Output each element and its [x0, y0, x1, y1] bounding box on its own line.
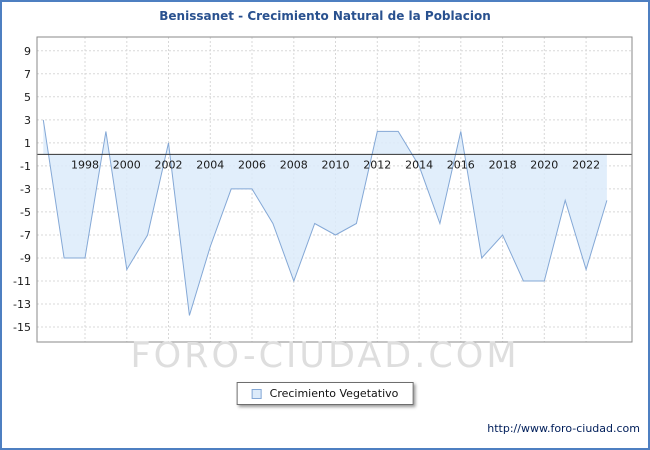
svg-text:-11: -11: [13, 275, 31, 288]
svg-text:-1: -1: [20, 160, 31, 173]
svg-text:2014: 2014: [405, 158, 433, 171]
area-chart: 9 7 5 3 1 -1 -3 -5 -7 -9 -11 -13 -15 1998 2000 2002 2004…: [13, 36, 633, 343]
svg-text:2016: 2016: [447, 158, 475, 171]
legend-label: Crecimiento Vegetativo: [269, 387, 399, 400]
legend: Crecimiento Vegetativo: [236, 382, 414, 405]
svg-text:-15: -15: [13, 321, 31, 334]
svg-text:2004: 2004: [196, 158, 224, 171]
svg-text:2022: 2022: [572, 158, 600, 171]
svg-text:-13: -13: [13, 298, 31, 311]
svg-text:2012: 2012: [363, 158, 391, 171]
svg-text:2018: 2018: [489, 158, 517, 171]
svg-text:2008: 2008: [280, 158, 308, 171]
watermark: FORO-CIUDAD.COM: [130, 336, 520, 376]
svg-text:1998: 1998: [71, 158, 99, 171]
svg-text:1: 1: [24, 137, 31, 150]
svg-text:5: 5: [24, 91, 31, 104]
chart-title: Benissanet - Crecimiento Natural de la P…: [159, 9, 491, 23]
svg-text:-5: -5: [20, 206, 31, 219]
svg-text:2020: 2020: [530, 158, 558, 171]
svg-text:-3: -3: [20, 183, 31, 196]
legend-swatch-icon: [251, 388, 262, 399]
svg-text:-7: -7: [20, 229, 31, 242]
footer-url[interactable]: http://www.foro-ciudad.com: [487, 422, 640, 435]
svg-text:2002: 2002: [155, 158, 183, 171]
svg-text:-9: -9: [20, 252, 31, 265]
svg-text:3: 3: [24, 114, 31, 127]
svg-text:2006: 2006: [238, 158, 266, 171]
svg-text:9: 9: [24, 45, 31, 58]
svg-text:2010: 2010: [322, 158, 350, 171]
svg-text:2000: 2000: [113, 158, 141, 171]
svg-text:7: 7: [24, 68, 31, 81]
